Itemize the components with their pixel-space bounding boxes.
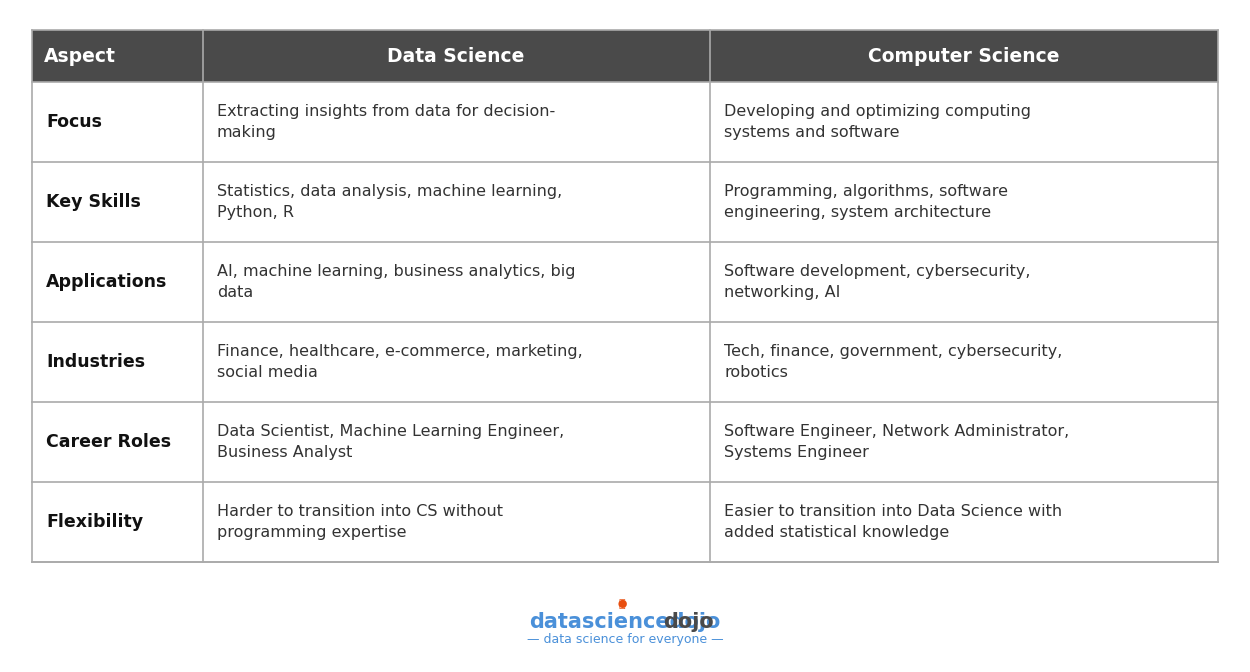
Text: Tech, finance, government, cybersecurity,
robotics: Tech, finance, government, cybersecurity…	[724, 343, 1062, 380]
Text: Extracting insights from data for decision-
making: Extracting insights from data for decisi…	[217, 103, 555, 140]
Text: Developing and optimizing computing
systems and software: Developing and optimizing computing syst…	[724, 103, 1031, 140]
Text: AI, machine learning, business analytics, big
data: AI, machine learning, business analytics…	[217, 263, 575, 300]
Text: Focus: Focus	[46, 113, 102, 131]
Text: Programming, algorithms, software
engineering, system architecture: Programming, algorithms, software engine…	[724, 183, 1008, 220]
Text: Applications: Applications	[46, 273, 168, 291]
Text: — data science for everyone —: — data science for everyone —	[526, 634, 724, 646]
Text: Easier to transition into Data Science with
added statistical knowledge: Easier to transition into Data Science w…	[724, 504, 1062, 540]
Text: Flexibility: Flexibility	[46, 513, 142, 531]
Text: Industries: Industries	[46, 353, 145, 371]
Text: Statistics, data analysis, machine learning,
Python, R: Statistics, data analysis, machine learn…	[217, 183, 562, 220]
Text: 🔴: 🔴	[619, 599, 625, 609]
Text: ⬤: ⬤	[618, 599, 626, 609]
Text: Finance, healthcare, e-commerce, marketing,
social media: Finance, healthcare, e-commerce, marketi…	[217, 343, 582, 380]
Text: Career Roles: Career Roles	[46, 433, 171, 451]
Text: Data Scientist, Machine Learning Engineer,
Business Analyst: Data Scientist, Machine Learning Enginee…	[217, 424, 564, 460]
Text: datasciencedojo: datasciencedojo	[529, 612, 721, 632]
Text: Harder to transition into CS without
programming expertise: Harder to transition into CS without pro…	[217, 504, 502, 540]
Text: Software development, cybersecurity,
networking, AI: Software development, cybersecurity, net…	[724, 263, 1030, 300]
Text: Computer Science: Computer Science	[869, 46, 1060, 65]
Text: dojo: dojo	[662, 612, 714, 632]
Text: Data Science: Data Science	[388, 46, 525, 65]
Text: Software Engineer, Network Administrator,
Systems Engineer: Software Engineer, Network Administrator…	[724, 424, 1069, 460]
Text: Key Skills: Key Skills	[46, 193, 141, 211]
Text: Aspect: Aspect	[44, 46, 116, 65]
